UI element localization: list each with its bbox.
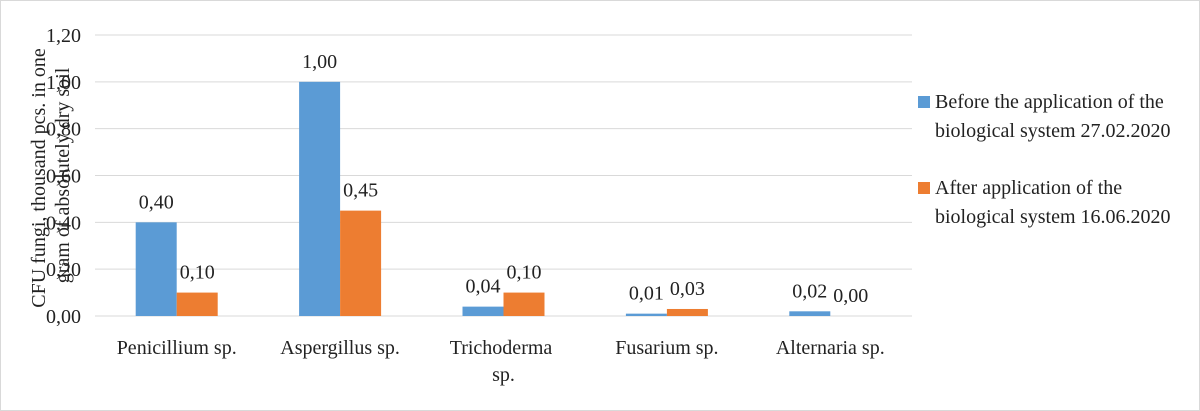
value-label: 0,10 [507,262,542,284]
bar [135,222,177,316]
y-tick-label: 0,80 [46,119,81,141]
bar [503,292,545,316]
legend-swatch [918,96,930,108]
value-label: 0,01 [629,283,664,305]
y-tick-label: 0,00 [46,306,81,328]
y-axis-title: CFU fungi, thousand pcs. in one gram of … [28,43,74,307]
legend-label: After application of the biological syst… [935,177,1171,228]
x-tick-label: Penicillium sp. [117,337,237,359]
value-label: 0,00 [833,285,868,307]
y-tick-label: 0,40 [46,212,81,234]
bar [625,313,667,316]
value-label: 1,00 [302,51,337,73]
legend-swatch [918,182,930,194]
value-label: 0,40 [139,191,174,213]
bar [789,311,831,316]
y-tick-label: 0,20 [46,259,81,281]
x-tick-label: Aspergillus sp. [280,337,400,359]
value-label: 0,45 [343,180,378,202]
y-tick-label: 1,00 [46,72,81,94]
legend-label: Before the application of the biological… [935,91,1171,142]
x-tick-label: Trichoderma sp. [450,337,558,386]
x-tick-label: Alternaria sp. [776,337,885,359]
y-tick-label: 0,60 [46,166,81,188]
value-label: 0,10 [180,262,215,284]
y-tick-label: 1,20 [46,25,81,47]
value-label: 0,04 [466,276,501,298]
bar [340,210,382,316]
bar [176,292,218,316]
legend: Before the application of the biological… [918,91,1171,228]
x-tick-label: Fusarium sp. [615,337,718,359]
bar [299,81,341,316]
bar [462,306,504,316]
value-label: 0,02 [792,280,827,302]
value-label: 0,03 [670,278,705,300]
bar [666,308,708,316]
